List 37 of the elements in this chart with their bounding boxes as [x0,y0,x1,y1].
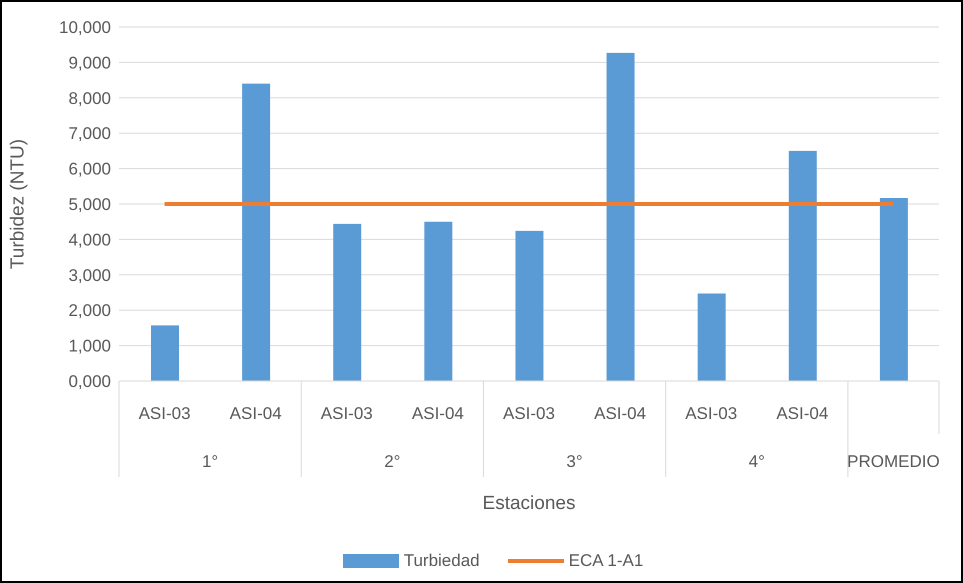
y-tick-label: 6,000 [68,160,111,179]
x-axis-title: Estaciones [482,493,576,514]
y-tick-label: 8,000 [68,88,111,108]
y-tick-label: 5,000 [68,195,111,214]
y-tick-label: 3,000 [68,266,111,285]
bar [424,222,452,381]
bar [242,84,270,381]
x-tick-label: ASI-03 [685,404,738,423]
text: 4° [748,452,765,471]
text: 1° [202,452,218,471]
bar [151,325,179,381]
y-tick-label: 2,000 [68,301,111,320]
text: 2° [384,452,400,471]
y-tick-label: 7,000 [68,124,111,144]
legend-label: Turbiedad [404,551,480,571]
bar [880,198,908,381]
bar [515,230,544,381]
x-tick-label: ASI-04 [594,404,646,423]
bar [788,150,817,381]
bar [333,224,362,381]
x-tick-label: ASI-04 [230,404,282,423]
x-tick-label: ASI-04 [412,404,464,423]
y-tick-label: 4,000 [68,230,111,250]
bar [698,294,726,381]
text: 3° [566,452,583,471]
x-tick-label: ASI-03 [320,404,373,423]
y-tick-label: 1,000 [68,336,111,356]
y-axis-title: Turbidez (NTU) [8,138,29,270]
y-tick-label: 9,000 [68,53,111,72]
y-tick-label: 0,000 [68,372,111,392]
text: PROMEDIO [847,452,940,471]
y-tick-label: 10,000 [59,18,111,38]
x-tick-label: ASI-03 [138,404,191,423]
x-tick-label: ASI-03 [503,404,555,423]
bar [606,52,635,381]
x-tick-label: ASI-04 [776,404,828,423]
legend-label: ECA 1-A1 [568,551,644,571]
